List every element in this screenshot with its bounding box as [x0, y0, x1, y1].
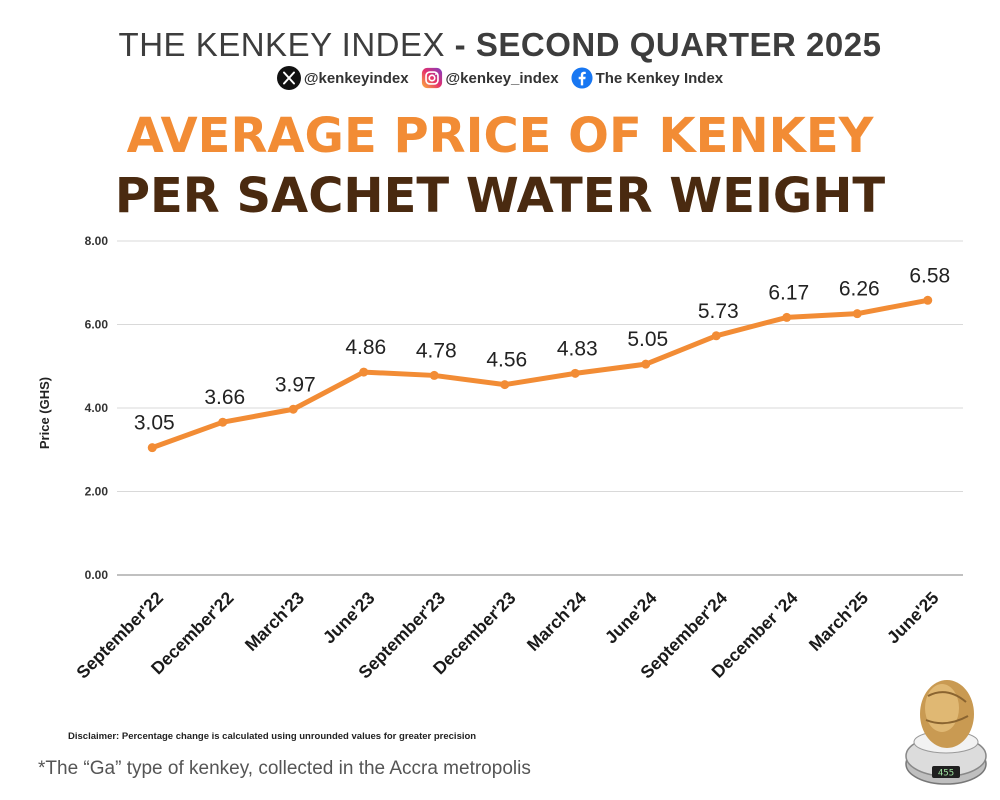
x-tick-label: March'24 [523, 587, 590, 654]
social-instagram[interactable]: @kenkey_index [421, 67, 559, 89]
title-quarter: SECOND QUARTER 2025 [475, 26, 882, 63]
facebook-icon [571, 67, 593, 89]
data-label: 5.05 [627, 328, 668, 351]
data-point [288, 404, 298, 414]
data-label: 4.83 [557, 337, 598, 360]
data-label: 4.86 [345, 336, 386, 359]
instagram-icon [421, 67, 443, 89]
y-tick-label: 0.00 [85, 568, 109, 582]
data-point [218, 417, 228, 427]
x-tick-label: March'23 [241, 587, 308, 654]
data-label: 3.05 [134, 412, 175, 435]
social-handles: @kenkeyindex @kenkey_index The Kenkey In… [0, 66, 1000, 90]
page-title: THE KENKEY INDEX - SECOND QUARTER 2025 [0, 26, 1000, 64]
x-tick-label: June'25 [883, 588, 943, 648]
data-point [852, 309, 862, 319]
x-tick-label: June'24 [601, 588, 661, 648]
data-point [359, 367, 369, 377]
data-label: 5.73 [698, 300, 739, 323]
data-point [429, 370, 439, 380]
data-point [711, 331, 721, 341]
series-line-price [149, 297, 931, 451]
data-label: 6.26 [839, 278, 880, 301]
social-x-label: @kenkeyindex [303, 69, 409, 87]
social-instagram-label: @kenkey_index [445, 69, 559, 87]
x-icon [276, 66, 301, 90]
x-tick-label: March'25 [805, 587, 872, 654]
footnote: *The “Ga” type of kenkey, collected in t… [38, 758, 531, 779]
title-brand: THE KENKEY INDEX [118, 26, 446, 63]
headline-primary: AVERAGE PRICE OF KENKEY [126, 108, 874, 164]
data-point [500, 380, 510, 390]
title-separator: - [445, 26, 476, 63]
x-tick-label: June'23 [319, 588, 379, 648]
social-facebook-label: The Kenkey Index [595, 69, 724, 87]
data-label: 4.78 [416, 339, 457, 362]
data-label: 3.66 [204, 386, 245, 409]
social-x[interactable]: @kenkeyindex [276, 66, 409, 90]
kenkey-on-scale-image: 455 [905, 680, 987, 785]
social-facebook[interactable]: The Kenkey Index [571, 67, 724, 89]
disclaimer: Disclaimer: Percentage change is calcula… [68, 731, 477, 742]
data-point [147, 443, 157, 453]
y-tick-label: 8.00 [85, 234, 109, 248]
scale-display-readout: 455 [938, 769, 954, 779]
data-label: 3.97 [275, 373, 316, 396]
data-label: 4.56 [486, 349, 527, 372]
y-tick-label: 6.00 [85, 318, 109, 332]
data-point [641, 359, 651, 369]
data-point [923, 295, 933, 305]
y-tick-label: 4.00 [85, 401, 109, 415]
data-point [782, 312, 792, 322]
data-label: 6.58 [909, 264, 950, 287]
data-label: 6.17 [768, 281, 809, 304]
headline-secondary: PER SACHET WATER WEIGHT [114, 168, 886, 224]
y-axis-title: Price (GHS) [37, 377, 52, 449]
y-tick-label: 2.00 [85, 485, 109, 499]
data-point [570, 368, 580, 378]
